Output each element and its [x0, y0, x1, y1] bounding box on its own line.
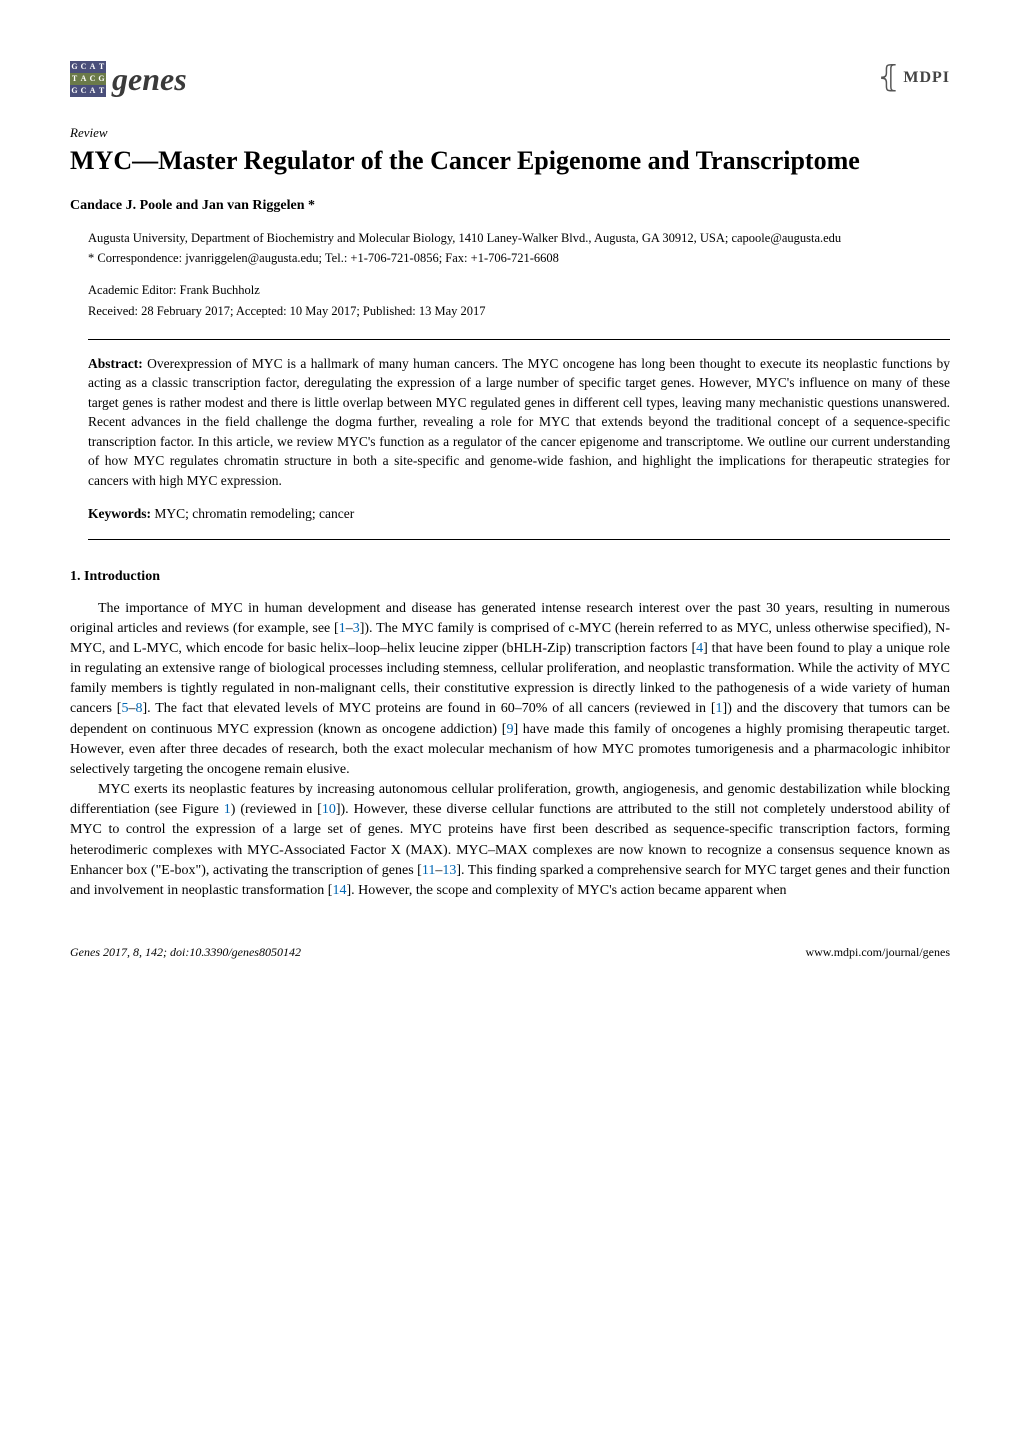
publisher-logo: ⦃ MDPI — [877, 55, 950, 100]
footer-citation: Genes 2017, 8, 142; doi:10.3390/genes805… — [70, 945, 301, 959]
logo-cell: T — [97, 61, 106, 73]
text-run: ) (reviewed in [ — [231, 802, 322, 817]
logo-grid: G C A T T A C G G C A T — [70, 61, 106, 97]
logo-cell: T — [70, 73, 79, 85]
logo-cell: A — [88, 85, 97, 97]
abstract: Abstract: Overexpression of MYC is a hal… — [88, 354, 950, 491]
figure-link[interactable]: 1 — [224, 802, 231, 817]
correspondence: * Correspondence: jvanriggelen@augusta.e… — [88, 250, 950, 268]
citation-link[interactable]: 13 — [442, 863, 456, 878]
section-1-heading: 1. Introduction — [70, 566, 950, 587]
body-paragraph-2: MYC exerts its neoplastic features by in… — [70, 780, 950, 901]
article-type: Review — [70, 123, 950, 143]
dates-line: Received: 28 February 2017; Accepted: 10… — [88, 302, 950, 321]
logo-cell: A — [88, 61, 97, 73]
logo-cell: T — [97, 85, 106, 97]
logo-cell: G — [97, 73, 106, 85]
abstract-block: Abstract: Overexpression of MYC is a hal… — [88, 339, 950, 540]
footer-left: Genes 2017, 8, 142; doi:10.3390/genes805… — [70, 943, 301, 961]
logo-cell: G — [70, 85, 79, 97]
mdpi-bracket-icon: ⦃ — [877, 55, 900, 100]
footer-right: www.mdpi.com/journal/genes — [805, 943, 950, 961]
header-row: G C A T T A C G G C A T genes ⦃ MDPI — [70, 55, 950, 103]
journal-name: genes — [112, 55, 187, 103]
abstract-label: Abstract: — [88, 356, 143, 371]
citation-link[interactable]: 11 — [422, 863, 435, 878]
abstract-text: Overexpression of MYC is a hallmark of m… — [88, 356, 950, 488]
authors: Candace J. Poole and Jan van Riggelen * — [70, 195, 950, 216]
text-run: ]. However, the scope and complexity of … — [346, 883, 786, 898]
publisher-name: MDPI — [903, 66, 950, 90]
logo-cell: C — [88, 73, 97, 85]
citation-link[interactable]: 10 — [322, 802, 336, 817]
keywords: Keywords: MYC; chromatin remodeling; can… — [88, 504, 950, 524]
citation-link[interactable]: 1 — [716, 701, 723, 716]
citation-link[interactable]: 3 — [353, 621, 360, 636]
journal-logo: G C A T T A C G G C A T genes — [70, 55, 187, 103]
logo-cell: G — [70, 61, 79, 73]
text-run: ]. The fact that elevated levels of MYC … — [142, 701, 715, 716]
citation-link[interactable]: 1 — [339, 621, 346, 636]
editor-line: Academic Editor: Frank Buchholz — [88, 281, 950, 300]
article-title: MYC—Master Regulator of the Cancer Epige… — [70, 145, 950, 178]
keywords-text: MYC; chromatin remodeling; cancer — [151, 506, 354, 521]
text-run: – — [346, 621, 353, 636]
logo-cell: C — [79, 85, 88, 97]
affiliation: Augusta University, Department of Bioche… — [88, 230, 950, 248]
body-paragraph-1: The importance of MYC in human developme… — [70, 599, 950, 780]
footer: Genes 2017, 8, 142; doi:10.3390/genes805… — [70, 939, 950, 961]
citation-link[interactable]: 14 — [332, 883, 346, 898]
keywords-label: Keywords: — [88, 506, 151, 521]
logo-cell: A — [79, 73, 88, 85]
logo-cell: C — [79, 61, 88, 73]
